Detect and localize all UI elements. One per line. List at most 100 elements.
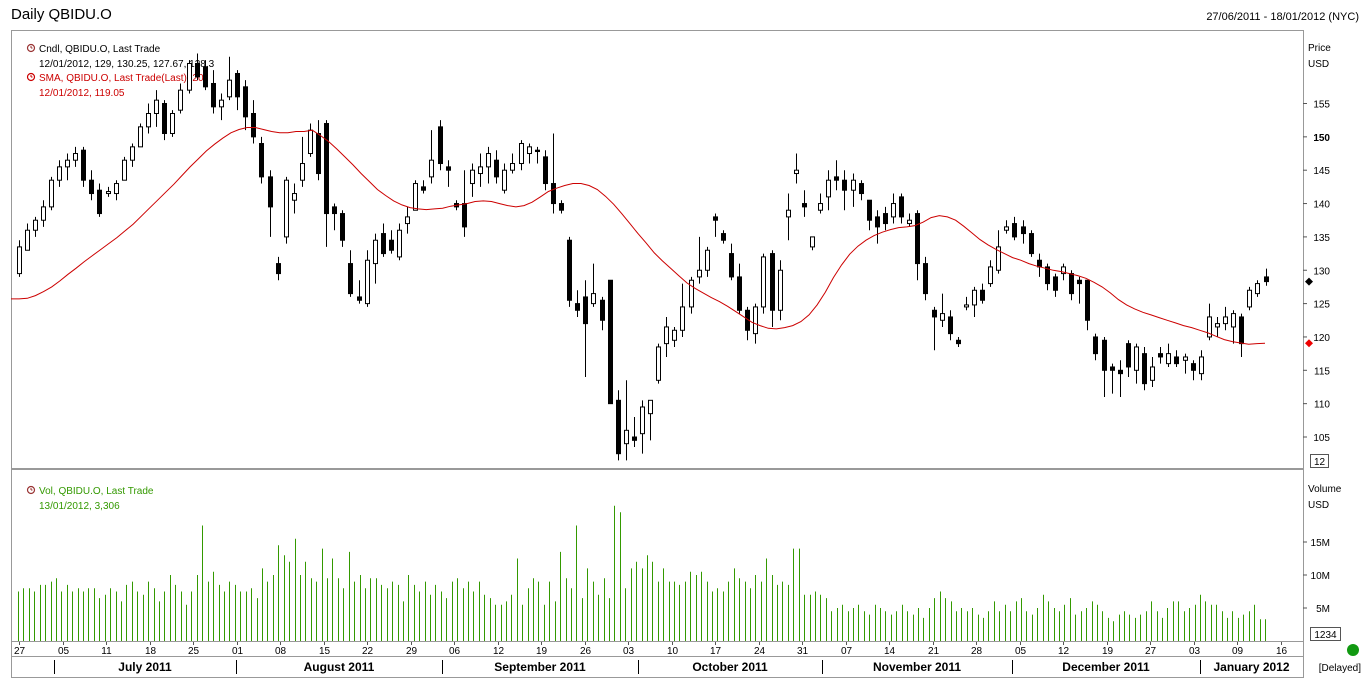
candle-body [373,239,378,265]
candle-body [948,316,953,335]
candle-up [106,186,111,197]
candle-up [778,260,783,321]
candle-body [57,166,62,181]
candle-down [1174,350,1179,367]
candle-up [413,180,418,211]
candle-down [1021,220,1026,244]
candle-down [600,296,605,331]
candle-body [1093,336,1098,355]
volume-axis-title: Volume [1308,484,1342,495]
candle-up [851,173,856,207]
candle-body [1239,316,1244,345]
candle-body [1053,276,1058,291]
candle-body [324,123,329,215]
price-corner-box[interactable] [1310,454,1329,468]
candle-up [49,176,54,211]
price-tick-label: 135 [1313,233,1330,244]
candle-down [203,60,208,91]
candle-down [923,256,928,301]
candle-down [348,250,353,297]
day-tick-label: 27 [14,646,26,657]
volume-axis-unit: USD [1308,500,1329,511]
candle-body [1174,356,1179,365]
candle-down [932,306,937,351]
candle-body [632,436,637,441]
date-range: 27/06/2011 - 18/01/2012 (NYC) [1206,11,1359,23]
candle-body [753,306,758,335]
candle-body [251,113,256,138]
candle-up [527,143,532,164]
day-tick-label: 10 [667,646,679,657]
day-tick-label: 15 [319,646,331,657]
candle-body [1183,356,1188,361]
candle-body [689,279,694,308]
candle-up [818,193,823,214]
candle-body [332,206,337,215]
candle-body [348,263,353,295]
candle-body [97,189,102,215]
day-tick-label: 14 [884,646,896,657]
volume-corner-box[interactable] [1310,627,1341,641]
day-tick-label: 01 [232,646,244,657]
day-tick-label: 11 [101,646,112,657]
candle-body [1037,259,1042,268]
candle-down [1110,363,1115,394]
candle-body [195,62,200,78]
candle-up [656,343,661,384]
day-tick-label: 12 [493,646,505,657]
candle-down [438,120,443,171]
candle-body [1021,226,1026,235]
candle-body [697,269,702,278]
candle-body [1126,343,1131,368]
time-axis-frame [11,641,1304,678]
candle-body [1110,366,1115,371]
candle-body [591,293,596,305]
candle-up [146,103,151,134]
candle-up [761,253,766,314]
candle-down [1045,263,1050,291]
candle-down [340,210,345,247]
candle-body [956,339,961,345]
candle-up [940,293,945,327]
candle-down [729,243,734,281]
candle-body [365,259,370,305]
candle-up [648,399,653,441]
candle-body [187,62,192,91]
price-tick-label: 115 [1314,366,1330,377]
month-label: October 2011 [692,660,768,674]
candle-body [567,239,572,301]
price-corner-box-label: 12 [1314,457,1326,468]
candle-up [519,140,524,171]
candle-body [672,329,677,341]
candle-down [1118,360,1123,397]
candle-body [867,199,872,221]
candle-body [1215,323,1220,328]
candle-body [276,263,281,275]
candle-body [988,266,993,285]
candle-body [219,99,224,108]
candle-body [705,249,710,271]
candles-layer [17,53,1269,461]
candle-body [883,213,888,225]
candle-body [494,159,499,178]
candle-up [1150,356,1155,387]
candle-up [510,153,515,174]
candle-body [211,82,216,108]
candle-body [802,203,807,208]
candle-body [1150,366,1155,381]
sma-legend-clock-icon [26,72,36,82]
candle-body [397,229,402,258]
candle-up [972,286,977,317]
candle-body [713,216,718,221]
day-tick-label: 24 [754,646,766,657]
candle-body [1118,369,1123,375]
candle-body [1134,346,1139,371]
candle-up [397,223,402,261]
day-tick-label: 25 [188,646,200,657]
candle-body [559,203,564,211]
candle-down [494,150,499,184]
month-label: August 2011 [304,660,375,674]
candle-body [778,269,783,311]
candle-up [114,180,119,201]
